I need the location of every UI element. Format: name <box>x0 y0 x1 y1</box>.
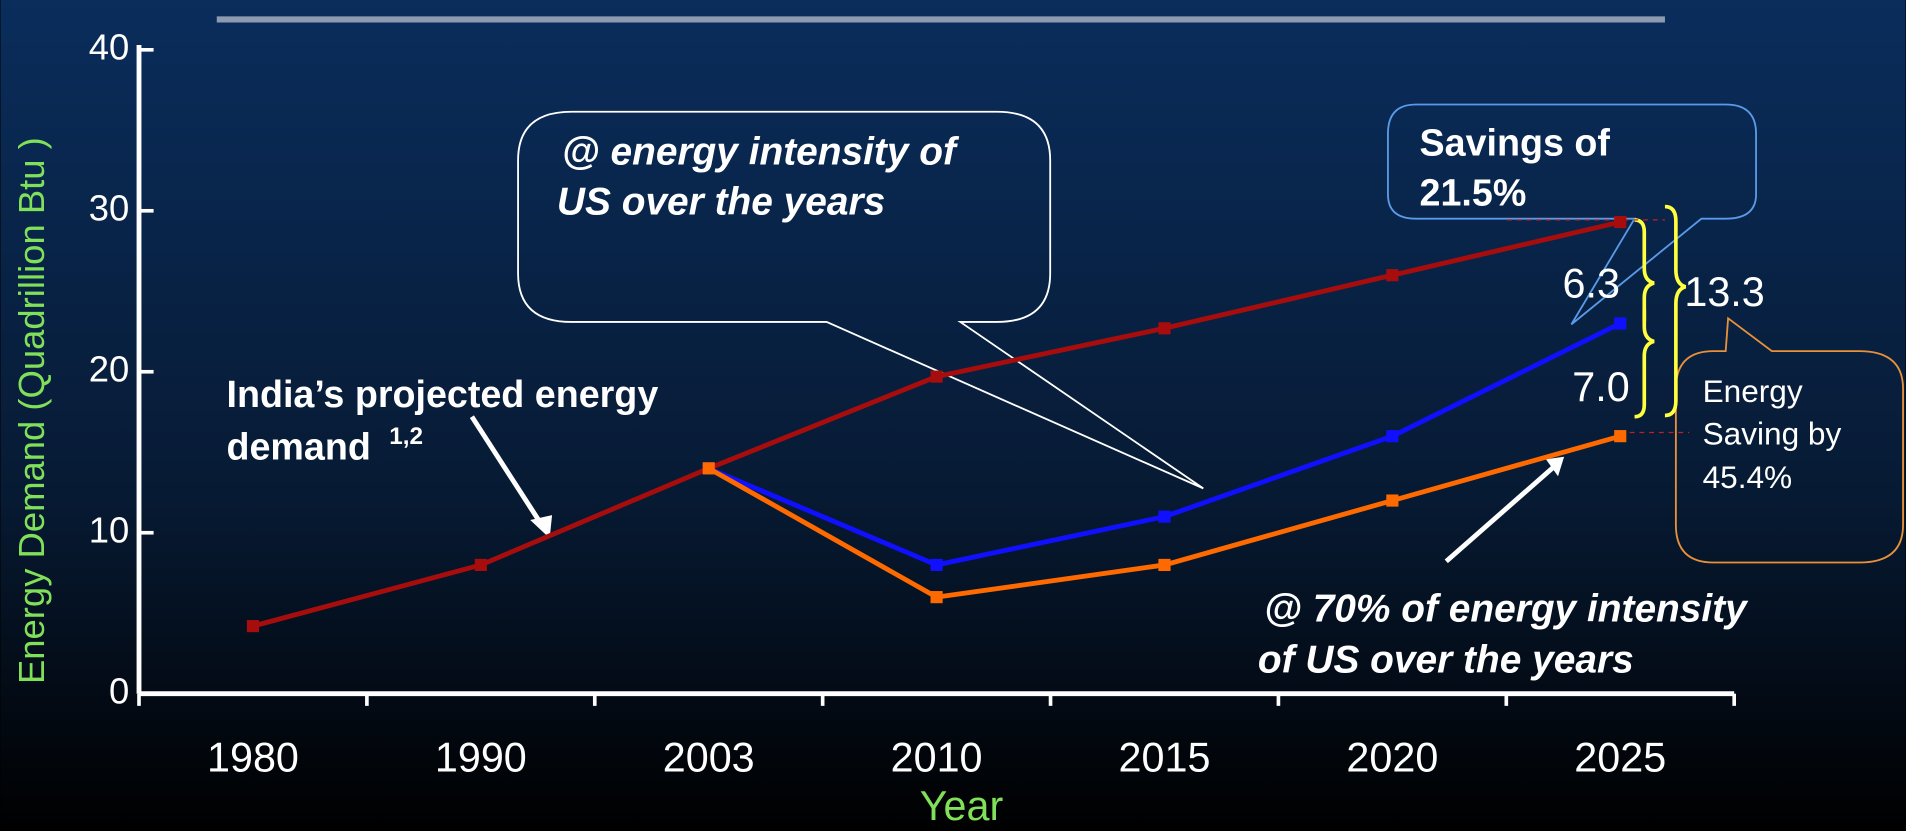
annotation: 21.5% <box>1420 172 1527 214</box>
annotation: 7.0 <box>1572 364 1629 410</box>
brace <box>1664 204 1687 418</box>
annotation: @ energy intensity of <box>562 131 960 174</box>
point <box>1158 322 1171 335</box>
annotation: 45.4% <box>1703 459 1793 495</box>
y-tick-label: 30 <box>89 187 130 228</box>
x-tick-label: 1980 <box>207 734 299 780</box>
y-tick-label: 40 <box>89 26 130 67</box>
annotation: 13.3 <box>1684 269 1764 315</box>
arrow-head <box>1545 456 1565 477</box>
annotation: demand <box>226 425 370 467</box>
x-tick-label: 2010 <box>891 734 983 780</box>
brace <box>1634 218 1655 322</box>
point <box>1158 558 1171 572</box>
point <box>702 462 715 475</box>
annotation: of US over the years <box>1258 638 1634 681</box>
x-axis-label: Year <box>920 783 1004 829</box>
brace <box>1634 309 1655 419</box>
arrow <box>469 415 547 532</box>
x-tick-label: 2020 <box>1346 734 1438 780</box>
arrow <box>1444 463 1558 564</box>
point <box>930 591 943 604</box>
y-tick-label: 10 <box>89 509 130 550</box>
point <box>1386 494 1399 507</box>
x-tick-label: 2015 <box>1119 734 1211 780</box>
annotation: 1,2 <box>389 423 423 450</box>
point <box>930 370 943 383</box>
annotation: US over the years <box>557 180 885 223</box>
point <box>930 558 943 572</box>
point <box>1386 430 1399 443</box>
y-tick-label: 0 <box>109 670 129 711</box>
x-tick-label: 1990 <box>435 734 527 780</box>
annotation: Saving by <box>1703 415 1842 451</box>
annotation: 6.3 <box>1563 261 1620 307</box>
point <box>1386 269 1399 282</box>
point <box>474 558 487 572</box>
annotation: India’s projected energy <box>226 373 658 415</box>
y-axis-label: Energy Demand (Quadrillion Btu ) <box>11 137 52 684</box>
callout-savings <box>1387 103 1757 326</box>
point <box>1158 510 1171 523</box>
point <box>1614 317 1627 330</box>
annotation: Energy <box>1703 373 1803 409</box>
arrow-head <box>530 515 553 539</box>
x-tick-label: 2003 <box>663 734 755 780</box>
point <box>246 620 260 633</box>
y-tick-label: 20 <box>89 348 130 389</box>
callout-us <box>517 110 1204 490</box>
point <box>1614 430 1627 443</box>
point <box>1614 215 1627 229</box>
x-tick-label: 2025 <box>1574 734 1666 780</box>
annotation: @ 70% of energy intensity <box>1264 587 1749 630</box>
annotation: Savings of <box>1420 122 1611 164</box>
